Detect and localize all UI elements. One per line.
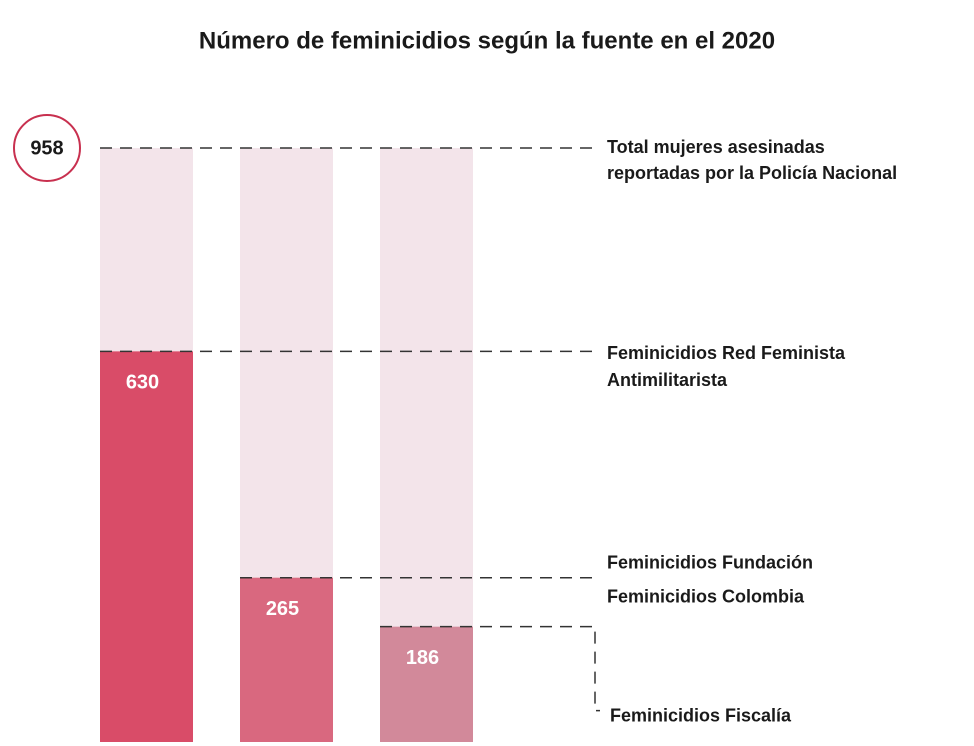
total-value: 958 <box>30 137 63 159</box>
value-label: 630 <box>126 372 159 394</box>
total-label: reportadas por la Policía Nacional <box>607 163 897 183</box>
chart-title: Número de feminicidios según la fuente e… <box>199 27 775 54</box>
category-label: Feminicidios Fiscalía <box>610 705 792 725</box>
bar <box>380 626 473 742</box>
category-label: Feminicidios Colombia <box>607 586 805 606</box>
value-label: 186 <box>406 647 439 669</box>
total-label: Total mujeres asesinadas <box>607 137 825 157</box>
bar <box>100 351 193 742</box>
value-label: 265 <box>266 598 299 620</box>
category-label: Feminicidios Red Feminista <box>607 343 846 363</box>
category-label: Antimilitarista <box>607 370 728 390</box>
category-label: Feminicidios Fundación <box>607 552 813 572</box>
leader-line <box>380 625 600 712</box>
total-badge <box>13 114 81 182</box>
bar <box>240 577 333 742</box>
